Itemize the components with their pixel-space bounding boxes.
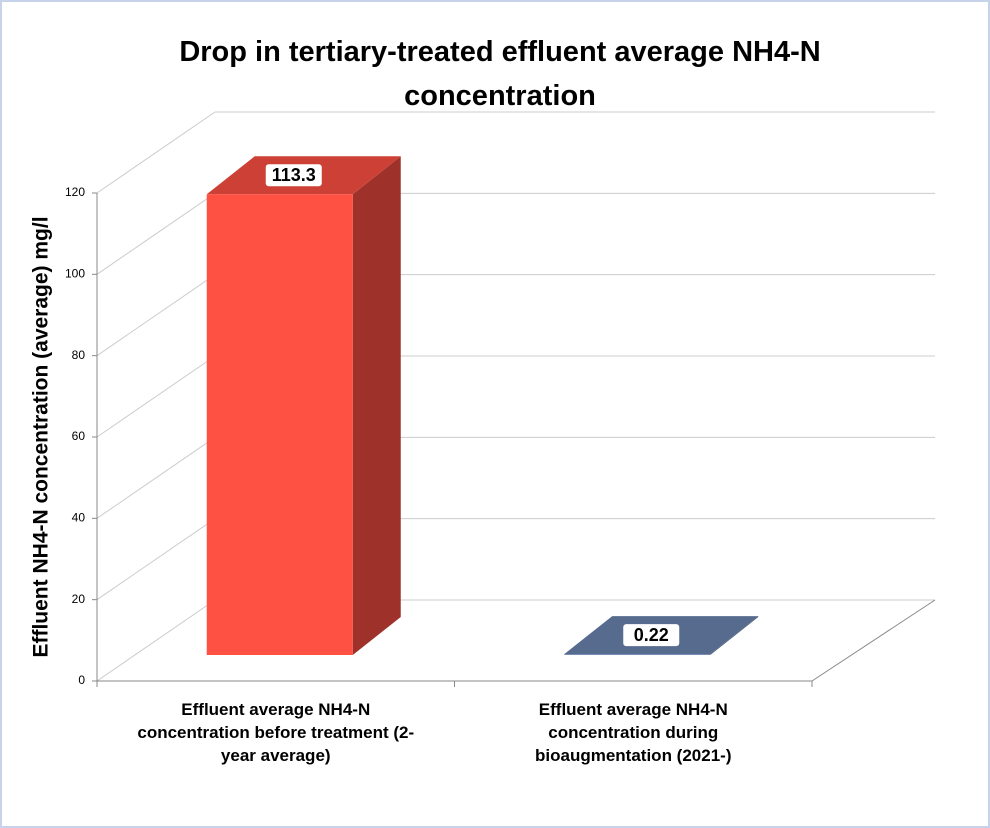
grid-line: [96, 274, 216, 357]
y-tick-label: 80: [72, 348, 86, 362]
y-tick-label: 20: [72, 592, 86, 606]
bar: [206, 194, 353, 655]
label-bg: [265, 164, 322, 187]
y-tick-label: 60: [72, 429, 86, 443]
grid-line: [96, 599, 216, 682]
x-tick-label: Effluent average NH4-N concentration dur…: [535, 700, 732, 765]
grid-line: [96, 192, 216, 275]
floor-edge: [811, 599, 936, 682]
grid-line: [96, 111, 216, 194]
label-bg: [623, 624, 680, 647]
bar-side: [710, 616, 759, 655]
y-tick-label: 100: [65, 267, 85, 281]
x-tick-label: Effluent average NH4-N concentration bef…: [137, 700, 415, 765]
y-axis-label: Effluent NH4-N concentration (average) m…: [30, 216, 53, 657]
bar: [564, 654, 711, 655]
y-tick-label: 40: [72, 511, 86, 525]
data-label: 113.3: [272, 165, 316, 185]
grid-line: [96, 436, 216, 519]
y-tick-label: 120: [65, 185, 85, 199]
chart-title: Drop in tertiary-treated effluent averag…: [179, 36, 821, 112]
y-tick-label: 0: [78, 673, 85, 687]
grid-line: [96, 518, 216, 601]
grid-line: [96, 355, 216, 438]
data-label: 0.22: [634, 625, 669, 645]
bar-side: [352, 156, 401, 655]
